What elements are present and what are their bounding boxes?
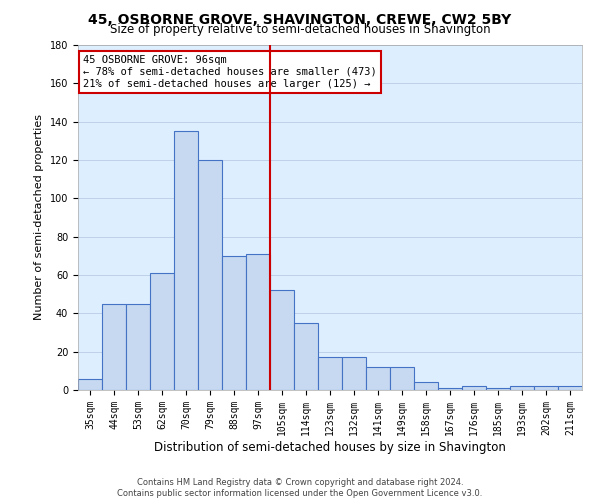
Text: Size of property relative to semi-detached houses in Shavington: Size of property relative to semi-detach… bbox=[110, 22, 490, 36]
Bar bbox=[102, 304, 126, 390]
Bar bbox=[150, 273, 174, 390]
Text: Contains HM Land Registry data © Crown copyright and database right 2024.
Contai: Contains HM Land Registry data © Crown c… bbox=[118, 478, 482, 498]
Bar bbox=[486, 388, 510, 390]
Bar bbox=[198, 160, 222, 390]
Y-axis label: Number of semi-detached properties: Number of semi-detached properties bbox=[34, 114, 44, 320]
Bar bbox=[246, 254, 270, 390]
Bar bbox=[558, 386, 582, 390]
Bar bbox=[366, 367, 390, 390]
Bar bbox=[222, 256, 246, 390]
Bar bbox=[294, 323, 318, 390]
Bar bbox=[534, 386, 558, 390]
Bar bbox=[414, 382, 438, 390]
Bar bbox=[270, 290, 294, 390]
Text: 45, OSBORNE GROVE, SHAVINGTON, CREWE, CW2 5BY: 45, OSBORNE GROVE, SHAVINGTON, CREWE, CW… bbox=[88, 12, 512, 26]
Bar bbox=[342, 358, 366, 390]
Bar bbox=[438, 388, 462, 390]
Bar bbox=[510, 386, 534, 390]
X-axis label: Distribution of semi-detached houses by size in Shavington: Distribution of semi-detached houses by … bbox=[154, 440, 506, 454]
Bar bbox=[390, 367, 414, 390]
Bar bbox=[126, 304, 150, 390]
Bar bbox=[462, 386, 486, 390]
Bar bbox=[318, 358, 342, 390]
Bar bbox=[174, 131, 198, 390]
Bar bbox=[78, 378, 102, 390]
Text: 45 OSBORNE GROVE: 96sqm
← 78% of semi-detached houses are smaller (473)
21% of s: 45 OSBORNE GROVE: 96sqm ← 78% of semi-de… bbox=[83, 56, 377, 88]
